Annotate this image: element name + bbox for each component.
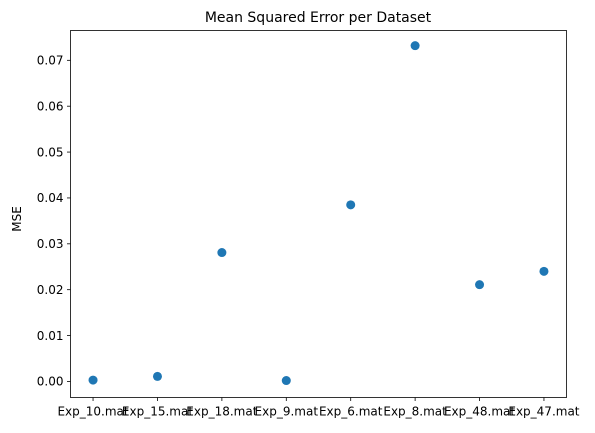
y-axis-ticks: 0.00 0.01 0.02 0.03 0.04 0.05 0.06 0.07 — [37, 54, 71, 389]
data-point — [346, 200, 356, 210]
y-tick-label: 0.01 — [37, 329, 64, 343]
y-axis-label: MSE — [10, 206, 24, 232]
y-tick-label: 0.00 — [37, 375, 64, 389]
y-tick-label: 0.02 — [37, 283, 64, 297]
data-point — [152, 371, 162, 381]
y-tick-label: 0.03 — [37, 237, 64, 251]
x-tick-label: Exp_47.mat — [508, 405, 579, 419]
x-tick-label: Exp_9.mat — [255, 405, 319, 419]
x-tick-label: Exp_10.mat — [57, 405, 128, 419]
y-tick-label: 0.05 — [37, 145, 64, 159]
x-tick-label: Exp_8.mat — [383, 405, 447, 419]
data-point — [539, 266, 549, 276]
y-tick-label: 0.04 — [37, 191, 64, 205]
x-tick-label: Exp_15.mat — [122, 405, 193, 419]
x-tick-label: Exp_48.mat — [444, 405, 515, 419]
data-point — [88, 375, 98, 385]
data-point — [410, 41, 420, 51]
data-point — [281, 376, 291, 386]
x-tick-label: Exp_6.mat — [319, 405, 383, 419]
data-point — [217, 248, 227, 258]
data-point — [475, 280, 485, 290]
x-tick-label: Exp_18.mat — [186, 405, 257, 419]
chart-title: Mean Squared Error per Dataset — [205, 10, 432, 26]
y-tick-label: 0.06 — [37, 99, 64, 113]
data-points — [88, 41, 549, 386]
axes-frame — [70, 30, 567, 398]
y-tick-label: 0.07 — [37, 54, 64, 68]
